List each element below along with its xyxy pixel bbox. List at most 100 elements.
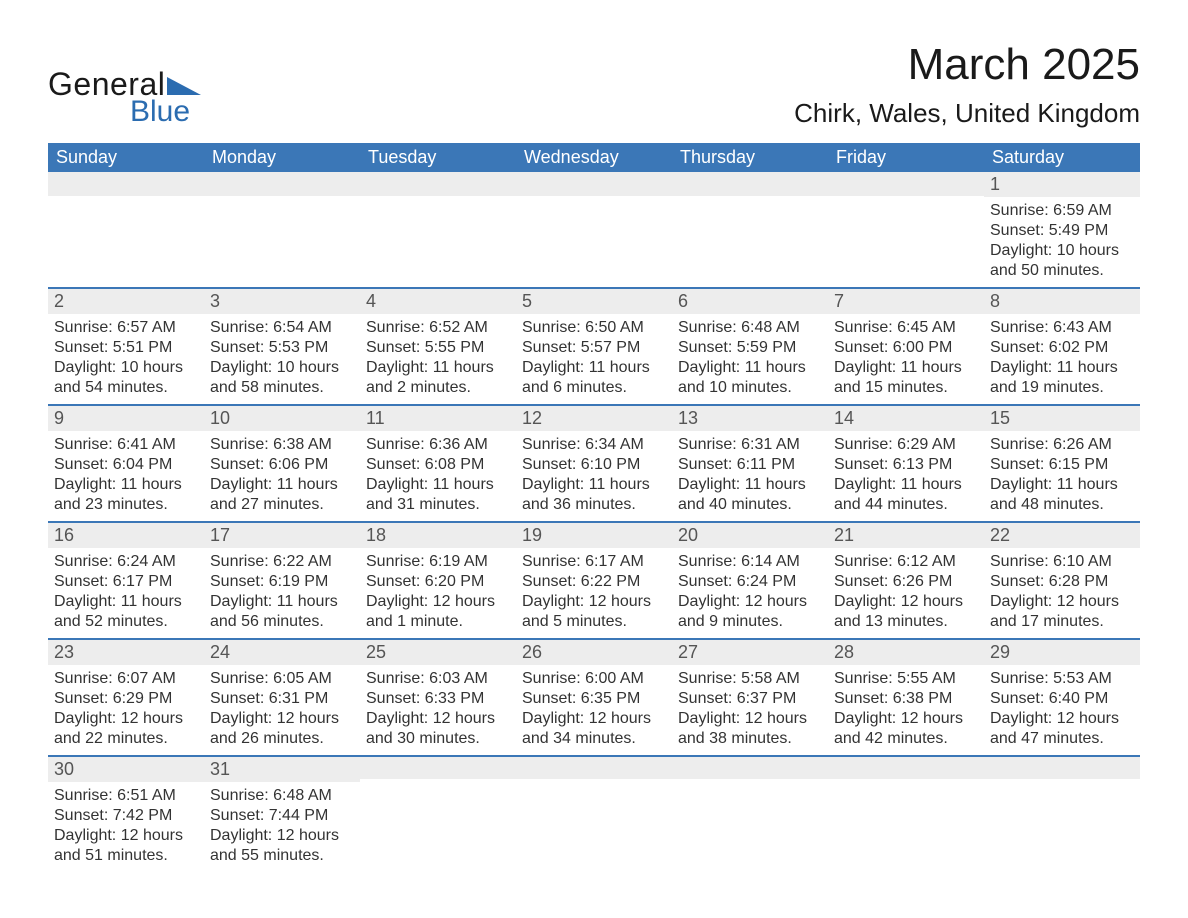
day-body: Sunrise: 6:45 AMSunset: 6:00 PMDaylight:… [828,314,984,404]
sunrise-line: Sunrise: 6:54 AM [210,318,354,338]
sunrise-line: Sunrise: 6:36 AM [366,435,510,455]
day-number [360,755,516,779]
daylight-line: Daylight: 10 hours and 58 minutes. [210,358,354,398]
day-cell-body: Sunrise: 6:00 AMSunset: 6:35 PMDaylight:… [516,665,672,755]
sunrise-line: Sunrise: 6:38 AM [210,435,354,455]
sunset-line: Sunset: 6:24 PM [678,572,822,592]
sunrise-line: Sunrise: 6:05 AM [210,669,354,689]
sunrise-line: Sunrise: 6:03 AM [366,669,510,689]
day-body [516,782,672,802]
day-cell-num: 27 [672,638,828,665]
sunrise-line: Sunrise: 6:57 AM [54,318,198,338]
sunset-line: Sunset: 5:59 PM [678,338,822,358]
day-body: Sunrise: 6:43 AMSunset: 6:02 PMDaylight:… [984,314,1140,404]
day-number: 21 [828,521,984,548]
day-cell-num: 9 [48,404,204,431]
day-body: Sunrise: 6:48 AMSunset: 5:59 PMDaylight:… [672,314,828,404]
day-number: 8 [984,287,1140,314]
day-cell-body: Sunrise: 6:03 AMSunset: 6:33 PMDaylight:… [360,665,516,755]
sunset-line: Sunset: 6:31 PM [210,689,354,709]
sunset-line: Sunset: 6:40 PM [990,689,1134,709]
day-body: Sunrise: 6:26 AMSunset: 6:15 PMDaylight:… [984,431,1140,521]
day-body: Sunrise: 6:19 AMSunset: 6:20 PMDaylight:… [360,548,516,638]
sunset-line: Sunset: 7:42 PM [54,806,198,826]
week-body-row: Sunrise: 6:59 AMSunset: 5:49 PMDaylight:… [48,197,1140,287]
sunset-line: Sunset: 7:44 PM [210,806,354,826]
day-cell-body [672,197,828,287]
day-body: Sunrise: 6:57 AMSunset: 5:51 PMDaylight:… [48,314,204,404]
day-number: 19 [516,521,672,548]
day-number: 31 [204,755,360,782]
day-cell-num: 15 [984,404,1140,431]
day-cell-body: Sunrise: 6:17 AMSunset: 6:22 PMDaylight:… [516,548,672,638]
dow-thursday: Thursday [672,143,828,172]
day-cell-num: 28 [828,638,984,665]
sunset-line: Sunset: 6:00 PM [834,338,978,358]
daylight-line: Daylight: 12 hours and 17 minutes. [990,592,1134,632]
sunrise-line: Sunrise: 6:17 AM [522,552,666,572]
day-cell-body: Sunrise: 5:53 AMSunset: 6:40 PMDaylight:… [984,665,1140,755]
day-cell-num [48,172,204,197]
sunset-line: Sunset: 6:26 PM [834,572,978,592]
day-body: Sunrise: 6:52 AMSunset: 5:55 PMDaylight:… [360,314,516,404]
day-number [984,755,1140,779]
logo-text-blue: Blue [130,95,201,129]
calendar-table: Sunday Monday Tuesday Wednesday Thursday… [48,143,1140,872]
daylight-line: Daylight: 11 hours and 19 minutes. [990,358,1134,398]
day-number [672,172,828,196]
sunset-line: Sunset: 6:20 PM [366,572,510,592]
daylight-line: Daylight: 10 hours and 54 minutes. [54,358,198,398]
day-cell-num [672,755,828,782]
daylight-line: Daylight: 12 hours and 55 minutes. [210,826,354,866]
day-cell-body: Sunrise: 6:14 AMSunset: 6:24 PMDaylight:… [672,548,828,638]
week-body-row: Sunrise: 6:24 AMSunset: 6:17 PMDaylight:… [48,548,1140,638]
week-body-row: Sunrise: 6:07 AMSunset: 6:29 PMDaylight:… [48,665,1140,755]
daylight-line: Daylight: 12 hours and 26 minutes. [210,709,354,749]
day-number: 30 [48,755,204,782]
day-body: Sunrise: 6:41 AMSunset: 6:04 PMDaylight:… [48,431,204,521]
day-number: 10 [204,404,360,431]
day-cell-num: 8 [984,287,1140,314]
day-cell-num: 13 [672,404,828,431]
week-daynum-row: 9101112131415 [48,404,1140,431]
day-number: 28 [828,638,984,665]
day-cell-body: Sunrise: 6:31 AMSunset: 6:11 PMDaylight:… [672,431,828,521]
day-number: 23 [48,638,204,665]
day-cell-num: 10 [204,404,360,431]
sunrise-line: Sunrise: 6:14 AM [678,552,822,572]
sunrise-line: Sunrise: 6:31 AM [678,435,822,455]
day-cell-body: Sunrise: 6:26 AMSunset: 6:15 PMDaylight:… [984,431,1140,521]
daylight-line: Daylight: 12 hours and 13 minutes. [834,592,978,632]
day-cell-num: 7 [828,287,984,314]
day-cell-body: Sunrise: 5:58 AMSunset: 6:37 PMDaylight:… [672,665,828,755]
daylight-line: Daylight: 11 hours and 27 minutes. [210,475,354,515]
day-cell-num: 21 [828,521,984,548]
dow-tuesday: Tuesday [360,143,516,172]
day-cell-num: 4 [360,287,516,314]
sunrise-line: Sunrise: 6:22 AM [210,552,354,572]
title-block: March 2025 Chirk, Wales, United Kingdom [794,40,1140,129]
day-body [516,197,672,217]
dow-header-row: Sunday Monday Tuesday Wednesday Thursday… [48,143,1140,172]
daylight-line: Daylight: 12 hours and 34 minutes. [522,709,666,749]
sunset-line: Sunset: 5:53 PM [210,338,354,358]
sunrise-line: Sunrise: 6:07 AM [54,669,198,689]
day-cell-body: Sunrise: 6:45 AMSunset: 6:00 PMDaylight:… [828,314,984,404]
sunset-line: Sunset: 6:11 PM [678,455,822,475]
sunrise-line: Sunrise: 6:48 AM [678,318,822,338]
day-body [672,782,828,802]
day-body: Sunrise: 5:53 AMSunset: 6:40 PMDaylight:… [984,665,1140,755]
sunset-line: Sunset: 6:19 PM [210,572,354,592]
day-cell-num: 17 [204,521,360,548]
day-body: Sunrise: 6:38 AMSunset: 6:06 PMDaylight:… [204,431,360,521]
day-number: 27 [672,638,828,665]
day-body: Sunrise: 6:12 AMSunset: 6:26 PMDaylight:… [828,548,984,638]
day-cell-num [516,755,672,782]
daylight-line: Daylight: 12 hours and 30 minutes. [366,709,510,749]
week-daynum-row: 2345678 [48,287,1140,314]
day-number: 6 [672,287,828,314]
day-body [48,197,204,217]
day-cell-body: Sunrise: 6:48 AMSunset: 7:44 PMDaylight:… [204,782,360,872]
day-cell-body: Sunrise: 6:57 AMSunset: 5:51 PMDaylight:… [48,314,204,404]
day-number: 2 [48,287,204,314]
